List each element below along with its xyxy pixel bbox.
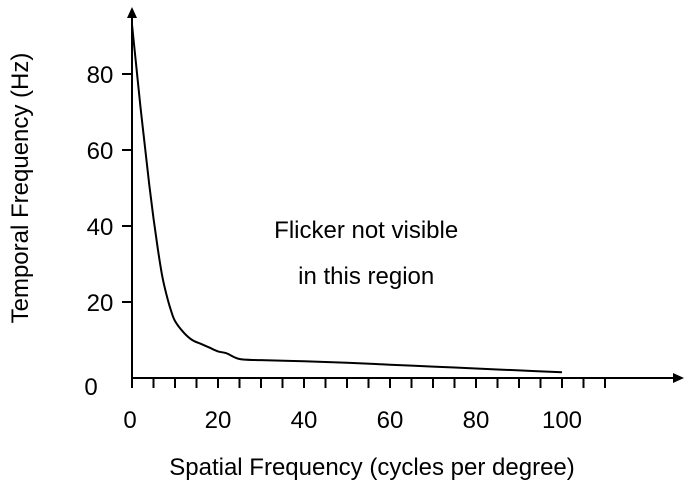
annotation-line-2: in this region	[298, 263, 434, 290]
y-axis-arrowhead	[127, 7, 137, 18]
plot-area: 0 20 40 60 80 100 0 20 40 60 80	[84, 7, 684, 434]
x-tick-label: 80	[463, 407, 490, 434]
y-tick-label: 40	[87, 214, 114, 241]
x-axis-arrowhead	[673, 373, 684, 383]
x-tick-label: 100	[542, 407, 582, 434]
data-series-line	[131, 24, 563, 374]
x-tick-label: 0	[123, 407, 136, 434]
y-tick-label: 20	[87, 290, 114, 317]
y-tick-label: 60	[87, 138, 114, 165]
x-tick-label: 40	[291, 407, 318, 434]
y-tick-label: 0	[84, 374, 97, 401]
y-tick-label: 80	[87, 62, 114, 89]
y-axis-title: Temporal Frequency (Hz)	[7, 53, 34, 324]
x-axis-title: Spatial Frequency (cycles per degree)	[169, 454, 575, 481]
x-tick-label: 20	[205, 407, 232, 434]
annotation-line-1: Flicker not visible	[274, 217, 458, 244]
x-tick-label: 60	[377, 407, 404, 434]
